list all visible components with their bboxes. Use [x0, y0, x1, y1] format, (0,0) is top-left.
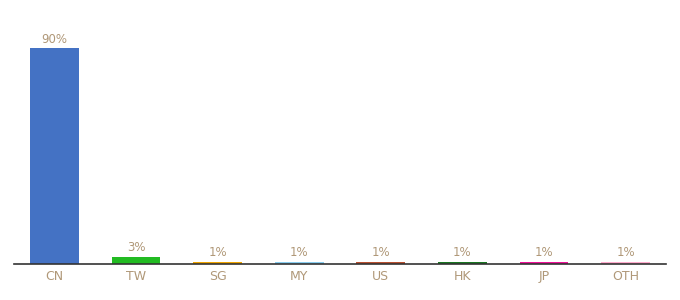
- Text: 3%: 3%: [126, 242, 146, 254]
- Bar: [193, 262, 242, 264]
- Bar: [30, 48, 79, 264]
- Text: 1%: 1%: [616, 246, 635, 259]
- Text: 1%: 1%: [534, 246, 554, 259]
- Bar: [520, 262, 568, 264]
- Bar: [112, 257, 160, 264]
- Bar: [275, 262, 324, 264]
- Bar: [601, 262, 650, 264]
- Text: 90%: 90%: [41, 33, 67, 46]
- Text: 1%: 1%: [453, 246, 472, 259]
- Bar: [356, 262, 405, 264]
- Text: 1%: 1%: [371, 246, 390, 259]
- Text: 1%: 1%: [208, 246, 227, 259]
- Text: 1%: 1%: [290, 246, 309, 259]
- Bar: [438, 262, 487, 264]
